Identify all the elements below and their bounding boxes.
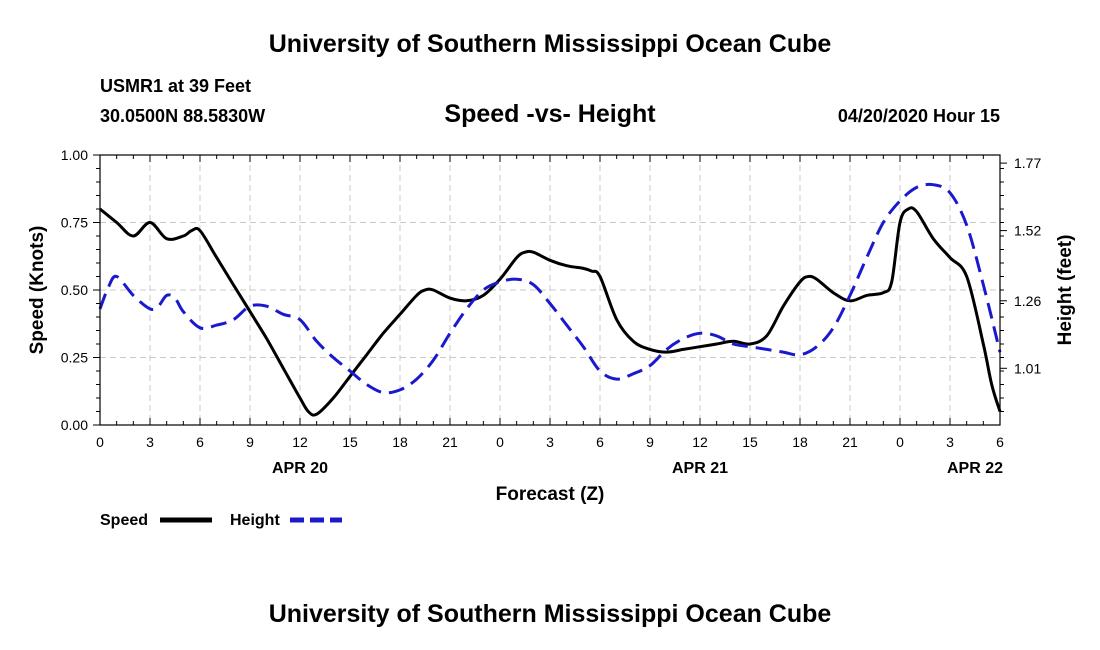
x-tick-label: 6 bbox=[196, 434, 204, 450]
grid bbox=[100, 155, 1000, 425]
legend-label-speed: Speed bbox=[100, 512, 148, 529]
x-tick-label: 0 bbox=[96, 434, 104, 450]
axes: 0 3 6 9 12 15 18 21 0 3 6 9 12 15 18 21 0 3 6 APR 20 APR 21 A… bbox=[61, 147, 1042, 477]
page-title: University of Southern Mississippi Ocean… bbox=[268, 30, 832, 58]
x-tick-label: 6 bbox=[996, 434, 1004, 450]
y2-tick-label: 1.01 bbox=[1014, 360, 1041, 376]
y2-tick-label: 1.26 bbox=[1014, 293, 1041, 309]
x-tick-label: 18 bbox=[392, 434, 408, 450]
coordinates-label: 30.0500N 88.5830W bbox=[100, 106, 266, 126]
x-axis-label: Forecast (Z) bbox=[496, 484, 605, 505]
x-tick-label: 15 bbox=[342, 434, 358, 450]
datetime-label: 04/20/2020 Hour 15 bbox=[837, 106, 1000, 126]
legend: Speed Height bbox=[100, 512, 342, 529]
x-tick-label: 3 bbox=[146, 434, 154, 450]
y-tick-label: 0.75 bbox=[61, 215, 88, 231]
footer-title: University of Southern Mississippi Ocean… bbox=[268, 600, 832, 628]
x-tick-label: 21 bbox=[442, 434, 458, 450]
x-tick-label: 12 bbox=[692, 434, 708, 450]
y-tick-label: 1.00 bbox=[61, 147, 88, 163]
y-axis-label-left: Speed (Knots) bbox=[27, 226, 48, 355]
y-tick-label: 0.50 bbox=[61, 282, 88, 298]
date-label: APR 22 bbox=[947, 460, 1003, 477]
x-tick-label: 9 bbox=[246, 434, 254, 450]
x-tick-label: 0 bbox=[896, 434, 904, 450]
y2-tick-label: 1.52 bbox=[1014, 223, 1041, 239]
y-tick-label: 0.00 bbox=[61, 417, 88, 433]
x-tick-label: 18 bbox=[792, 434, 808, 450]
y-axis-label-right: Height (feet) bbox=[1055, 235, 1076, 346]
x-tick-label: 0 bbox=[496, 434, 504, 450]
date-label: APR 20 bbox=[272, 460, 328, 477]
y2-tick-label: 1.77 bbox=[1014, 155, 1041, 171]
x-tick-label: 12 bbox=[292, 434, 308, 450]
x-tick-label: 3 bbox=[546, 434, 554, 450]
x-tick-label: 6 bbox=[596, 434, 604, 450]
y-tick-label: 0.25 bbox=[61, 350, 88, 366]
chart-title: Speed -vs- Height bbox=[444, 100, 656, 128]
station-label: USMR1 at 39 Feet bbox=[100, 76, 252, 96]
x-tick-label: 15 bbox=[742, 434, 758, 450]
series-line-height bbox=[98, 182, 1002, 395]
series-layer bbox=[98, 182, 1002, 417]
x-tick-label: 9 bbox=[646, 434, 654, 450]
x-tick-label: 21 bbox=[842, 434, 858, 450]
series-line-speed bbox=[99, 206, 1002, 417]
legend-label-height: Height bbox=[230, 512, 280, 529]
date-label: APR 21 bbox=[672, 460, 728, 477]
x-tick-label: 3 bbox=[946, 434, 954, 450]
